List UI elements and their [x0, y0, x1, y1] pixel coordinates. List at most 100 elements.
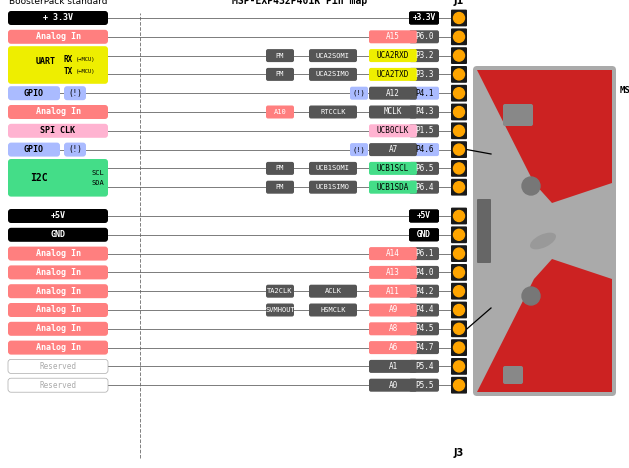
Text: MSP-EXP432P401R: MSP-EXP432P401R — [620, 86, 629, 95]
Text: Analog In: Analog In — [35, 32, 81, 41]
Text: A15: A15 — [386, 32, 400, 41]
Polygon shape — [477, 259, 612, 392]
FancyBboxPatch shape — [350, 87, 368, 100]
FancyBboxPatch shape — [369, 379, 417, 392]
FancyBboxPatch shape — [8, 105, 108, 119]
Text: TA2CLK: TA2CLK — [267, 288, 292, 294]
Circle shape — [454, 323, 464, 334]
Text: UCB1SDA: UCB1SDA — [377, 183, 409, 192]
FancyBboxPatch shape — [8, 159, 108, 197]
FancyBboxPatch shape — [451, 85, 467, 102]
Text: UCB1SIMO: UCB1SIMO — [316, 184, 350, 190]
FancyBboxPatch shape — [409, 228, 439, 241]
Text: J3: J3 — [454, 448, 464, 458]
FancyBboxPatch shape — [503, 366, 523, 384]
FancyBboxPatch shape — [266, 68, 294, 81]
FancyBboxPatch shape — [369, 181, 417, 194]
FancyBboxPatch shape — [8, 341, 108, 355]
Text: UCB1SCL: UCB1SCL — [377, 164, 409, 173]
Text: GND: GND — [50, 230, 65, 239]
Text: UCB0CLK: UCB0CLK — [377, 126, 409, 135]
FancyBboxPatch shape — [369, 304, 417, 316]
Text: SPI CLK: SPI CLK — [40, 126, 75, 135]
FancyBboxPatch shape — [369, 341, 417, 354]
Text: P3.2: P3.2 — [415, 51, 433, 60]
FancyBboxPatch shape — [409, 210, 439, 222]
Text: SDA: SDA — [91, 180, 104, 186]
Circle shape — [522, 177, 540, 195]
FancyBboxPatch shape — [409, 105, 439, 118]
FancyBboxPatch shape — [8, 378, 108, 392]
FancyBboxPatch shape — [451, 283, 467, 300]
Text: Analog In: Analog In — [35, 249, 81, 258]
FancyBboxPatch shape — [409, 12, 439, 24]
FancyBboxPatch shape — [409, 228, 439, 241]
FancyBboxPatch shape — [451, 179, 467, 196]
Text: ACLK: ACLK — [325, 288, 342, 294]
Circle shape — [454, 229, 464, 240]
Circle shape — [454, 125, 464, 136]
Text: Analog In: Analog In — [35, 324, 81, 333]
Text: GPIO: GPIO — [24, 89, 44, 98]
FancyBboxPatch shape — [451, 301, 467, 318]
FancyBboxPatch shape — [369, 124, 417, 137]
Text: Analog In: Analog In — [35, 343, 81, 352]
Circle shape — [454, 144, 464, 155]
Text: Analog In: Analog In — [35, 287, 81, 296]
Text: A11: A11 — [386, 287, 400, 296]
FancyBboxPatch shape — [369, 266, 417, 279]
Text: J1: J1 — [454, 0, 464, 6]
Text: GPIO: GPIO — [24, 145, 44, 154]
FancyBboxPatch shape — [369, 49, 417, 62]
FancyBboxPatch shape — [309, 304, 357, 316]
FancyBboxPatch shape — [266, 304, 294, 316]
Text: I2C: I2C — [30, 173, 48, 183]
FancyBboxPatch shape — [409, 304, 439, 316]
FancyBboxPatch shape — [369, 360, 417, 373]
FancyBboxPatch shape — [64, 86, 86, 100]
FancyBboxPatch shape — [409, 247, 439, 260]
FancyBboxPatch shape — [409, 87, 439, 100]
Circle shape — [454, 361, 464, 372]
Text: P6.0: P6.0 — [415, 32, 433, 41]
FancyBboxPatch shape — [409, 162, 439, 175]
Circle shape — [454, 69, 464, 80]
Text: P1.5: P1.5 — [415, 126, 433, 135]
Text: (!): (!) — [68, 89, 82, 98]
FancyBboxPatch shape — [477, 199, 491, 263]
Text: UCA2SOMI: UCA2SOMI — [316, 52, 350, 58]
Text: (!): (!) — [353, 146, 365, 153]
Text: P4.5: P4.5 — [415, 324, 433, 333]
Text: +5V: +5V — [50, 212, 65, 220]
FancyBboxPatch shape — [451, 103, 467, 120]
FancyBboxPatch shape — [409, 181, 439, 194]
FancyBboxPatch shape — [8, 46, 108, 84]
FancyBboxPatch shape — [369, 30, 417, 44]
Text: A12: A12 — [386, 89, 400, 98]
Text: (!): (!) — [353, 90, 365, 96]
FancyBboxPatch shape — [451, 47, 467, 64]
FancyBboxPatch shape — [409, 379, 439, 392]
Text: UCB1SOMI: UCB1SOMI — [316, 165, 350, 171]
Text: A1: A1 — [388, 362, 398, 371]
Text: +3.3V: +3.3V — [413, 14, 435, 22]
FancyBboxPatch shape — [451, 339, 467, 356]
FancyBboxPatch shape — [266, 181, 294, 194]
FancyBboxPatch shape — [266, 162, 294, 175]
Text: A8: A8 — [388, 324, 398, 333]
Text: +5V: +5V — [417, 212, 431, 220]
FancyBboxPatch shape — [409, 49, 439, 62]
FancyBboxPatch shape — [409, 124, 439, 137]
FancyBboxPatch shape — [309, 285, 357, 298]
Text: UCA2TXD: UCA2TXD — [377, 70, 409, 79]
Text: A0: A0 — [388, 380, 398, 390]
FancyBboxPatch shape — [8, 322, 108, 336]
FancyBboxPatch shape — [8, 359, 108, 373]
Text: PM: PM — [276, 52, 284, 58]
Text: + 3.3V: + 3.3V — [43, 14, 73, 22]
Circle shape — [454, 182, 464, 193]
Circle shape — [454, 107, 464, 117]
Text: GND: GND — [417, 230, 431, 239]
Text: A9: A9 — [388, 306, 398, 314]
Text: Analog In: Analog In — [35, 268, 81, 277]
